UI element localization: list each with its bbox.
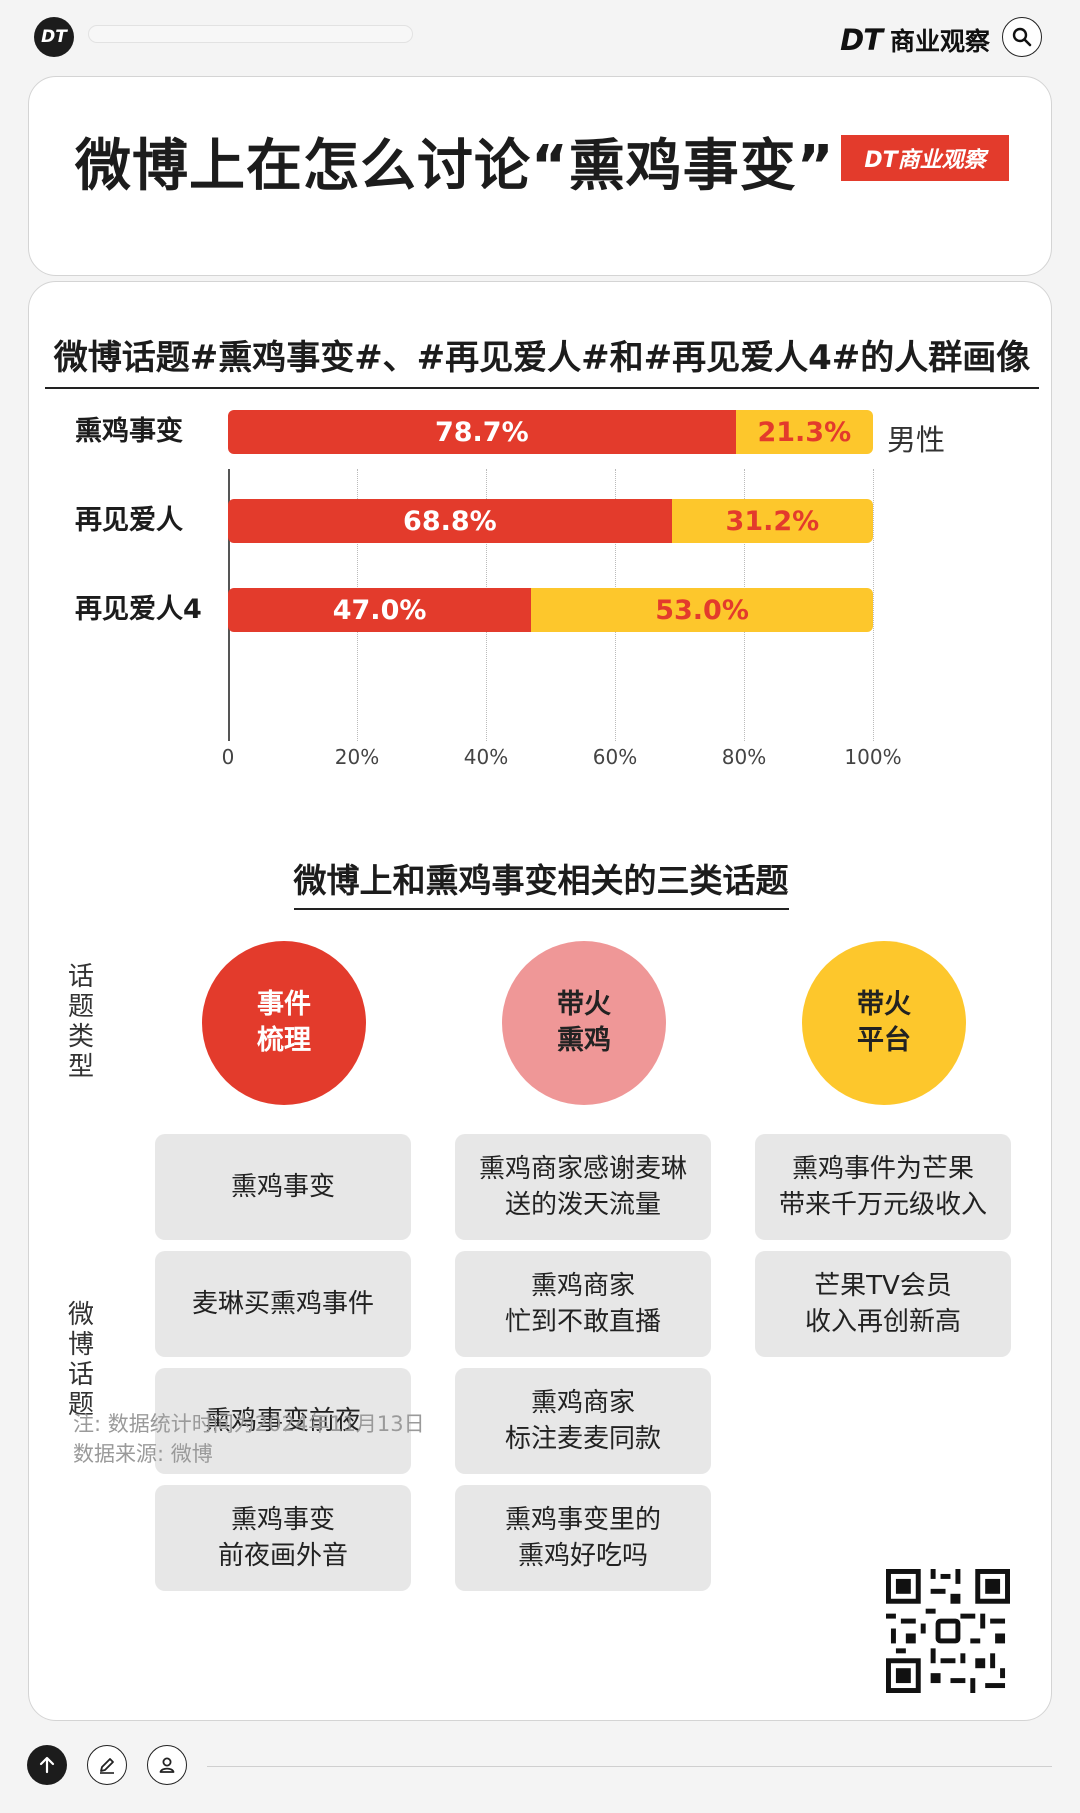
topic-line: 标注麦麦同款 [504,1424,661,1454]
circle-line: 带火 [857,989,911,1020]
topic-line: 带来千万元级收入 [778,1190,987,1220]
page-title: 微博上在怎么讨论“熏鸡事变” [75,134,835,199]
circle-line: 带火 [557,989,611,1020]
brand-stamp: DT商业观察 [841,135,1009,181]
topic-line: 收入再创新高 [804,1307,961,1337]
x-tick-label: 80% [721,745,767,769]
topic-chip[interactable]: 芒果TV会员 收入再创新高 [755,1251,1011,1357]
search-icon [1012,27,1032,47]
category-circle-event-review: 事件 梳理 [202,941,366,1105]
x-tick-label: 40% [463,745,509,769]
top-search-pill[interactable] [88,25,413,43]
qr-code-icon [886,1569,1010,1693]
topic-line: 麦琳买熏鸡事件 [191,1289,374,1319]
circle-line: 事件 [257,989,311,1020]
user-icon [159,1757,175,1773]
section-title-text: 微博上和熏鸡事变相关的三类话题 [293,854,789,910]
x-tick-label: 0 [221,745,235,769]
edit-button[interactable] [87,1745,127,1785]
topic-line: 熏鸡事变 [230,1172,335,1202]
topic-line: 熏鸡商家 [530,1388,635,1418]
bar-female: 68.8% [228,499,672,543]
pencil-icon [100,1758,114,1774]
category-circle-boost-chicken: 带火 熏鸡 [502,941,666,1105]
category-circle-boost-platform: 带火 平台 [802,941,966,1105]
dt-logo[interactable]: DT [34,17,74,57]
topic-line: 熏鸡商家感谢麦琳 [478,1154,687,1184]
chart-title: 微博话题#熏鸡事变#、#再见爱人#和#再见爱人4#的人群画像 [45,330,1039,389]
back-to-top-button[interactable] [27,1745,67,1785]
topic-line: 熏鸡事变前夜 [204,1406,361,1436]
bar-male: 53.0% [531,588,873,632]
top-bar: DT DT 商业观察 [0,0,1080,74]
legend-male-label: 男性 [887,423,946,457]
topic-chip[interactable]: 熏鸡事变 [155,1134,411,1240]
topic-line: 熏鸡好吃吗 [517,1541,648,1571]
toolbar-divider [207,1766,1052,1767]
note-date: 注: 数据统计时间为2024年11月13日 [73,1412,425,1436]
topic-vertical-label: 微博话题 [67,1300,94,1420]
bar-female: 47.0% [228,588,532,632]
topic-line: 前夜画外音 [217,1541,348,1571]
topic-chip[interactable]: 熏鸡商家感谢麦琳 送的泼天流量 [455,1134,711,1240]
category-label: 再见爱人 [75,505,183,536]
topic-line: 忙到不敢直播 [504,1307,661,1337]
note-source: 数据来源: 微博 [73,1442,213,1466]
bar-female: 78.7% [228,410,736,454]
gridline [873,469,874,741]
topic-line: 熏鸡事变里的 [504,1505,661,1535]
category-label: 熏鸡事变 [75,416,183,447]
topic-chip[interactable]: 熏鸡事变里的 熏鸡好吃吗 [455,1485,711,1591]
topic-line: 熏鸡商家 [530,1271,635,1301]
topic-chip[interactable]: 熏鸡事件为芒果 带来千万元级收入 [755,1134,1011,1240]
profile-button[interactable] [147,1745,187,1785]
category-label: 再见爱人4 [75,594,202,625]
circle-line: 梳理 [257,1025,311,1056]
topic-chip[interactable]: 熏鸡商家忙到不敢直播 [455,1251,711,1357]
x-tick-label: 100% [844,745,902,769]
topic-line: 熏鸡事件为芒果 [791,1154,974,1184]
circle-line: 平台 [857,1025,911,1056]
topic-chip[interactable]: 熏鸡事变前夜 [155,1368,411,1474]
topic-line: 送的泼天流量 [504,1190,661,1220]
arrow-up-icon [39,1756,55,1774]
type-vertical-label: 话题类型 [67,962,94,1082]
section-title: 微博上和熏鸡事变相关的三类话题 [29,854,1053,910]
content-card: 微博话题#熏鸡事变#、#再见爱人#和#再见爱人4#的人群画像 女性 男性 熏鸡事… [28,281,1052,1721]
bar-male: 31.2% [671,499,873,543]
search-button[interactable] [1002,17,1042,57]
brand-name: 商业观察 [889,27,990,56]
brand-label: DT 商业观察 [840,22,990,58]
x-tick-label: 20% [334,745,380,769]
x-tick-label: 60% [592,745,638,769]
topic-line: 芒果TV会员 [814,1271,952,1301]
topic-chip[interactable]: 麦琳买熏鸡事件 [155,1251,411,1357]
brand-mark: DT [840,23,883,57]
topic-chip[interactable]: 熏鸡事变 前夜画外音 [155,1485,411,1591]
topic-line: 熏鸡事变 [230,1505,335,1535]
circle-line: 熏鸡 [557,1025,611,1056]
bar-male: 21.3% [735,410,873,454]
topic-chip[interactable]: 熏鸡商家标注麦麦同款 [455,1368,711,1474]
header-card: 微博上在怎么讨论“熏鸡事变” DT商业观察 [28,76,1052,276]
